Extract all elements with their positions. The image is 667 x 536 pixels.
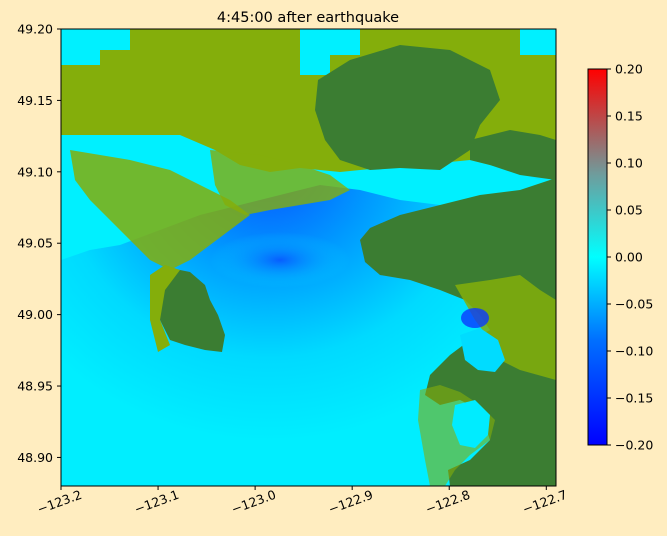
peninsula-edge [150,265,180,352]
colorbar-tick-label: 0.20 [615,62,643,77]
x-axis: −123.2 −123.1 −123.0 −122.9 −122.8 −122.7 [35,486,569,517]
x-tick-label: −123.2 [35,487,84,517]
east-coast-upland [360,178,556,486]
colorbar-tick-label: 0.00 [615,250,643,265]
colorbar-tick-label: 0.15 [615,109,643,124]
colorbar-tick-label: −0.05 [615,297,653,312]
upland-northeast [315,45,500,170]
y-tick-label: 48.90 [17,450,53,465]
y-tick-label: 49.00 [17,307,53,322]
land-water-patch [300,29,360,75]
semiahmoo-bay [452,400,490,448]
colorbar [587,68,608,446]
land-water-patch [520,29,556,55]
plot-frame [60,28,557,487]
chart-title: 4:45:00 after earthquake [217,10,399,26]
y-tick-label: 49.05 [17,236,53,251]
colorbar-tick-label: −0.10 [615,344,653,359]
trough-center [210,232,350,288]
x-tick-label: −122.9 [326,487,375,517]
land-water-patch [61,29,130,65]
y-tick-label: 49.10 [17,164,53,179]
x-tick-label: −123.1 [132,487,181,517]
x-tick-label: −122.8 [423,487,472,517]
x-tick-label: −123.0 [229,487,278,517]
point-roberts-peninsula [152,268,225,352]
drayton-harbor [460,328,505,372]
y-tick-label: 49.20 [17,22,53,37]
colorbar-tick-label: −0.15 [615,391,653,406]
y-tick-label: 48.95 [17,379,53,394]
east-coast-lowland [455,275,556,380]
y-tick-label: 49.15 [17,93,53,108]
trough-bay [461,308,489,328]
colorbar-tick-label: −0.20 [615,438,653,453]
upland-east [470,130,556,180]
tsunami-map [61,29,556,486]
x-tick-label: −122.7 [520,487,569,517]
colorbar-tick-label: 0.05 [615,203,643,218]
colorbar-axis: −0.20 −0.15 −0.10 −0.05 0.00 0.05 0.10 0.15 0.20 [607,62,653,453]
colorbar-tick-label: 0.10 [615,156,643,171]
y-axis: 48.90 48.95 49.00 49.05 49.10 49.15 49.20 [17,22,61,465]
delta-islands [210,150,350,215]
fraser-delta-land [70,150,250,270]
